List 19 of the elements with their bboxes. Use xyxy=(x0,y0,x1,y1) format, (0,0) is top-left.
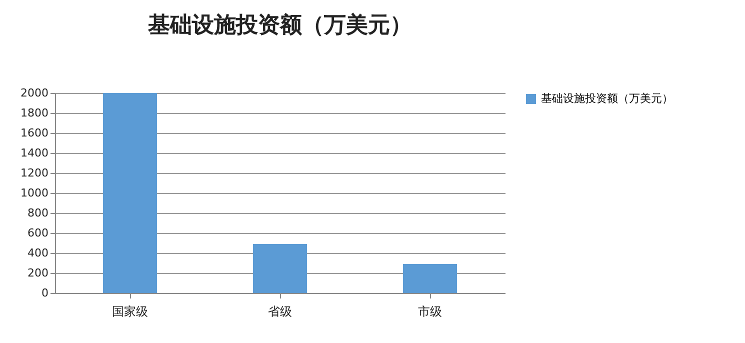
y-tick-label: 1400 xyxy=(20,146,48,160)
bar xyxy=(253,244,307,293)
bar xyxy=(103,93,157,293)
y-tick-label: 800 xyxy=(28,206,48,220)
x-tick-label: 国家级 xyxy=(112,304,148,318)
y-tick-label: 1800 xyxy=(20,106,48,120)
legend-label: 基础设施投资额（万美元） xyxy=(541,92,673,105)
y-tick-label: 400 xyxy=(28,246,48,260)
y-tick-label: 1000 xyxy=(20,186,48,200)
y-tick-label: 1200 xyxy=(20,166,48,180)
y-tick-label: 0 xyxy=(42,286,48,300)
y-tick-label: 2000 xyxy=(20,86,48,100)
y-tick-label: 1600 xyxy=(20,126,48,140)
y-tick-label: 600 xyxy=(28,226,48,240)
chart-title: 基础设施投资额（万美元） xyxy=(147,12,412,38)
y-tick-label: 200 xyxy=(28,266,48,280)
bar xyxy=(403,264,457,293)
x-tick-label: 省级 xyxy=(268,304,292,318)
x-tick-label: 市级 xyxy=(418,304,442,318)
